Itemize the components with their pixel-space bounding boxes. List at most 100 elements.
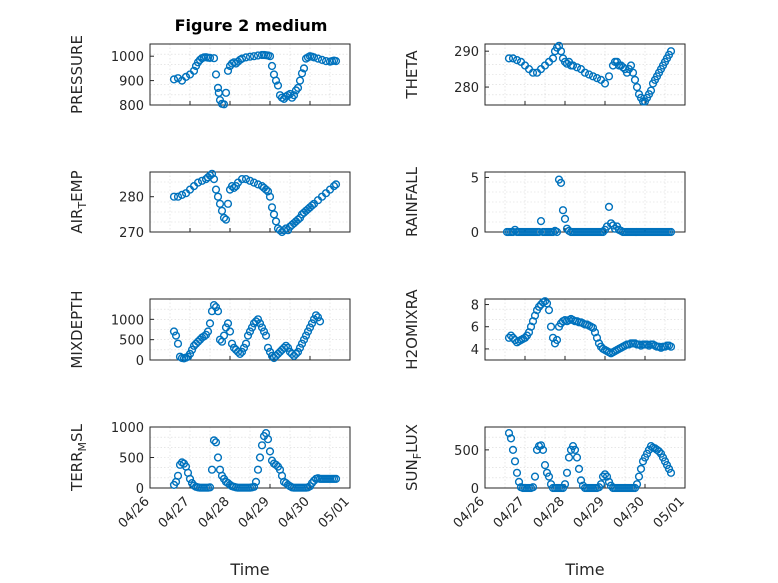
data-point (279, 343, 289, 352)
data-point (173, 339, 183, 348)
data-point (329, 182, 339, 191)
data-point (504, 54, 514, 63)
data-point (213, 453, 223, 462)
x-tick-label: 04/27 (156, 494, 193, 531)
data-point (263, 343, 273, 352)
data-point (301, 331, 311, 340)
data-point (253, 180, 263, 189)
y-tick-label: 800 (119, 99, 144, 114)
data-point (245, 52, 255, 61)
y-tick-label: 1000 (111, 421, 144, 436)
data-point (271, 217, 281, 226)
data-point (263, 435, 273, 444)
data-point (263, 187, 273, 196)
data-point (271, 76, 281, 85)
data-point (598, 227, 608, 237)
axes-frame (149, 43, 351, 106)
data-point (281, 341, 291, 350)
data-point (225, 327, 235, 336)
data-point (572, 63, 582, 72)
data-point (245, 327, 255, 336)
data-point (596, 480, 606, 489)
data-point (293, 215, 303, 224)
data-point (251, 317, 261, 326)
data-point (205, 483, 215, 492)
data-point (536, 441, 546, 450)
data-point (221, 323, 231, 332)
data-point (632, 480, 642, 489)
data-point (265, 52, 275, 61)
data-point (211, 303, 221, 312)
data-point (536, 217, 546, 226)
data-point (646, 86, 656, 95)
data-point (552, 227, 562, 237)
data-point (510, 335, 520, 345)
data-point (223, 199, 233, 208)
data-point (512, 468, 522, 477)
data-point (293, 347, 303, 357)
data-point (265, 192, 275, 201)
data-point (506, 331, 516, 340)
data-point (299, 64, 309, 73)
data-point (255, 453, 265, 462)
data-point (588, 323, 598, 332)
data-point (261, 185, 271, 194)
x-tick-label: 04/28 (531, 494, 568, 531)
data-point (311, 311, 321, 320)
data-point (508, 333, 518, 342)
data-point (580, 68, 590, 77)
y-axis-label: H2OMIXRA (403, 289, 421, 370)
y-tick-label: 270 (119, 226, 144, 241)
y-axis-label: SUNFLUX (403, 424, 424, 491)
data-point (169, 192, 179, 201)
data-point (265, 447, 275, 456)
data-point (313, 54, 323, 63)
data-point (576, 476, 586, 485)
data-point (219, 331, 229, 340)
data-point (628, 68, 638, 77)
data-point (213, 307, 223, 316)
data-point (602, 472, 612, 481)
data-point (249, 482, 259, 491)
data-point (544, 472, 554, 481)
data-point (562, 468, 572, 477)
data-point (552, 335, 562, 345)
data-point (315, 317, 325, 326)
y-tick-label: 500 (454, 444, 479, 459)
data-point (171, 331, 181, 340)
grid-lines (485, 299, 685, 360)
data-point (229, 183, 239, 193)
data-point (221, 88, 231, 97)
data-point (598, 472, 608, 481)
data-point (213, 192, 223, 201)
data-point (307, 201, 317, 210)
data-point (281, 224, 291, 233)
data-point (514, 477, 524, 487)
data-point (558, 206, 568, 215)
data-point (209, 301, 219, 310)
data-point (217, 206, 227, 215)
data-point (584, 70, 594, 79)
data-point (666, 47, 676, 56)
data-point (630, 75, 640, 85)
data-point (173, 192, 183, 201)
data-point (213, 83, 223, 93)
data-point (235, 349, 245, 359)
data-series (169, 50, 341, 109)
data-point (227, 339, 237, 348)
data-point (257, 323, 267, 332)
data-point (265, 347, 275, 357)
data-point (223, 66, 233, 75)
data-point (215, 199, 225, 208)
data-point (211, 70, 221, 79)
data-point (666, 227, 676, 237)
data-point (189, 66, 199, 75)
data-series (504, 297, 676, 358)
data-point (331, 180, 341, 189)
axes-frame (149, 171, 351, 233)
data-point (203, 327, 213, 336)
data-point (295, 76, 305, 85)
y-tick-label: 280 (119, 191, 144, 206)
data-point (510, 457, 520, 466)
